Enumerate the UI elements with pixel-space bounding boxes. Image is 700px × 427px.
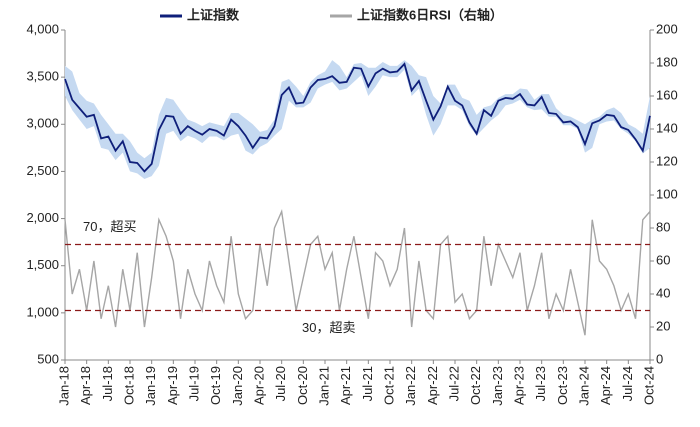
x-tick-label: Apr-20 xyxy=(251,366,266,405)
x-tick-label: Jan-21 xyxy=(316,366,331,406)
y2-tick-label: 140 xyxy=(656,120,678,135)
y2-tick-label: 0 xyxy=(656,351,663,366)
x-tick-label: Jan-24 xyxy=(576,366,591,406)
y-tick-label: 1,000 xyxy=(26,304,59,319)
x-tick-label: Oct-21 xyxy=(381,366,396,405)
y2-tick-label: 100 xyxy=(656,186,678,201)
y-tick-label: 2,500 xyxy=(26,163,59,178)
reference-label: 70，超买 xyxy=(83,219,136,234)
x-tick-label: Jan-19 xyxy=(143,366,158,406)
x-tick-label: Oct-20 xyxy=(295,366,310,405)
y2-tick-label: 60 xyxy=(656,252,670,267)
x-tick-label: Jul-19 xyxy=(186,366,201,401)
y2-tick-label: 120 xyxy=(656,153,678,168)
x-tick-label: Oct-19 xyxy=(208,366,223,405)
y-tick-label: 3,500 xyxy=(26,69,59,84)
x-tick-label: Apr-19 xyxy=(165,366,180,405)
x-tick-label: Jan-18 xyxy=(56,366,71,406)
x-tick-label: Jul-22 xyxy=(446,366,461,401)
y2-tick-label: 200 xyxy=(656,21,678,36)
y-tick-label: 2,000 xyxy=(26,210,59,225)
x-tick-label: Jul-24 xyxy=(620,366,635,401)
x-tick-label: Apr-18 xyxy=(78,366,93,405)
x-tick-label: Jan-20 xyxy=(230,366,245,406)
y2-tick-label: 20 xyxy=(656,318,670,333)
x-tick-label: Jan-23 xyxy=(490,366,505,406)
x-tick-label: Jul-18 xyxy=(100,366,115,401)
legend-label: 上证指数6日RSI（右轴） xyxy=(357,7,503,22)
x-tick-label: Apr-24 xyxy=(598,366,613,405)
x-tick-label: Jul-21 xyxy=(360,366,375,401)
x-tick-label: Oct-22 xyxy=(468,366,483,405)
y-tick-label: 3,000 xyxy=(26,116,59,131)
x-tick-label: Jul-23 xyxy=(533,366,548,401)
x-tick-label: Oct-23 xyxy=(555,366,570,405)
x-tick-label: Oct-24 xyxy=(641,366,656,405)
y2-tick-label: 160 xyxy=(656,87,678,102)
x-tick-label: Jan-22 xyxy=(403,366,418,406)
y-tick-label: 4,000 xyxy=(26,21,59,36)
x-tick-label: Apr-22 xyxy=(425,366,440,405)
x-tick-label: Oct-18 xyxy=(121,366,136,405)
line-series xyxy=(64,208,651,336)
band xyxy=(65,60,650,179)
x-tick-label: Jul-20 xyxy=(273,366,288,401)
x-tick-label: Apr-23 xyxy=(511,366,526,405)
y2-tick-label: 180 xyxy=(656,54,678,69)
line-series xyxy=(64,62,651,173)
x-tick-label: Apr-21 xyxy=(338,366,353,405)
y2-tick-label: 80 xyxy=(656,219,670,234)
reference-label: 30，超卖 xyxy=(302,320,355,335)
legend-label: 上证指数 xyxy=(187,7,240,22)
y2-tick-label: 40 xyxy=(656,285,670,300)
y-tick-label: 1,500 xyxy=(26,257,59,272)
y-tick-label: 500 xyxy=(37,351,59,366)
